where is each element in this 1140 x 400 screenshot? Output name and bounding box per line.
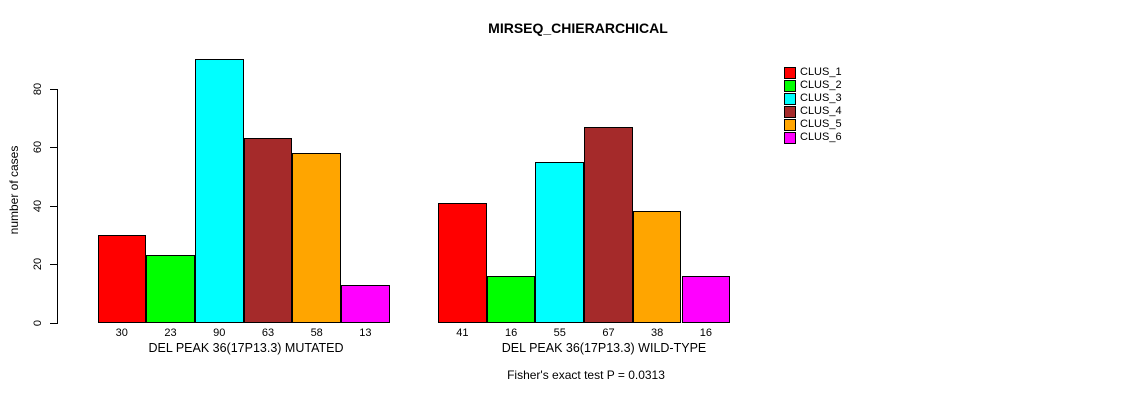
legend-item: CLUS_3 — [784, 92, 842, 105]
legend-label: CLUS_3 — [800, 92, 842, 104]
bar-clus_6 — [341, 284, 390, 323]
bar-value-label: 67 — [602, 326, 615, 339]
footer-annotation: Fisher's exact test P = 0.0313 — [507, 368, 665, 382]
bar-value-label: 63 — [261, 326, 275, 339]
legend-swatch-icon — [784, 92, 796, 105]
bar-value-label: 16 — [699, 326, 713, 339]
y-axis-tick-label: 60 — [32, 140, 44, 154]
bar-clus_3 — [194, 59, 244, 324]
bar-value-label: 41 — [456, 326, 469, 339]
y-axis-tick-label: 0 — [32, 319, 44, 326]
y-axis-label: number of cases — [7, 145, 21, 235]
bar-clus_6 — [681, 275, 731, 323]
y-axis-tick — [50, 322, 57, 324]
legend-swatch-icon — [784, 131, 796, 144]
legend-label: CLUS_5 — [800, 118, 842, 130]
legend-item: CLUS_4 — [784, 105, 842, 118]
bar-value-label: 16 — [504, 326, 518, 339]
legend-swatch-icon — [784, 118, 796, 131]
y-axis-tick-label: 80 — [32, 82, 44, 95]
bar-clus_4 — [243, 138, 293, 323]
bar-value-label: 23 — [164, 326, 177, 339]
legend-item: CLUS_1 — [784, 66, 842, 79]
legend-item: CLUS_6 — [784, 131, 842, 144]
bar-clus_1 — [438, 202, 487, 323]
x-group-label-wildtype: DEL PEAK 36(17P13.3) WILD-TYPE — [501, 341, 707, 355]
y-axis-tick — [50, 147, 57, 148]
legend-label: CLUS_4 — [800, 105, 842, 117]
bar-value-label: 38 — [650, 326, 664, 339]
legend-item: CLUS_5 — [784, 118, 842, 131]
chart-title: MIRSEQ_CHIERARCHICAL — [488, 20, 668, 36]
legend-label: CLUS_6 — [800, 131, 842, 143]
bar-clus_5 — [292, 152, 341, 323]
y-axis-tick — [50, 88, 57, 90]
bar-clus_2 — [486, 275, 536, 323]
bar-value-label: 13 — [359, 326, 372, 339]
x-group-label-mutated: DEL PEAK 36(17P13.3) MUTATED — [148, 341, 344, 355]
legend: CLUS_1 CLUS_2 CLUS_3 CLUS_4 CLUS_5 CLUS_6 — [784, 66, 842, 144]
y-axis-tick — [50, 264, 57, 265]
legend-swatch-icon — [784, 66, 796, 79]
legend-label: CLUS_2 — [800, 79, 842, 91]
bar-value-label: 58 — [310, 326, 323, 339]
legend-swatch-icon — [784, 79, 796, 92]
bar-clus_5 — [632, 211, 682, 323]
y-axis-line — [57, 88, 58, 324]
bar-clus_4 — [584, 126, 633, 323]
bar-clus_3 — [535, 161, 585, 323]
legend-label: CLUS_1 — [800, 66, 842, 78]
bar-value-label: 90 — [213, 326, 226, 339]
legend-item: CLUS_2 — [784, 79, 842, 92]
bar-clus_2 — [146, 255, 195, 323]
y-axis-tick — [50, 205, 57, 207]
bar-value-label: 30 — [115, 326, 128, 339]
bar-clus_1 — [97, 234, 147, 324]
legend-swatch-icon — [784, 105, 796, 118]
y-axis-tick-label: 20 — [32, 257, 44, 271]
bar-value-label: 55 — [553, 326, 566, 339]
y-axis-tick-label: 40 — [32, 199, 44, 212]
